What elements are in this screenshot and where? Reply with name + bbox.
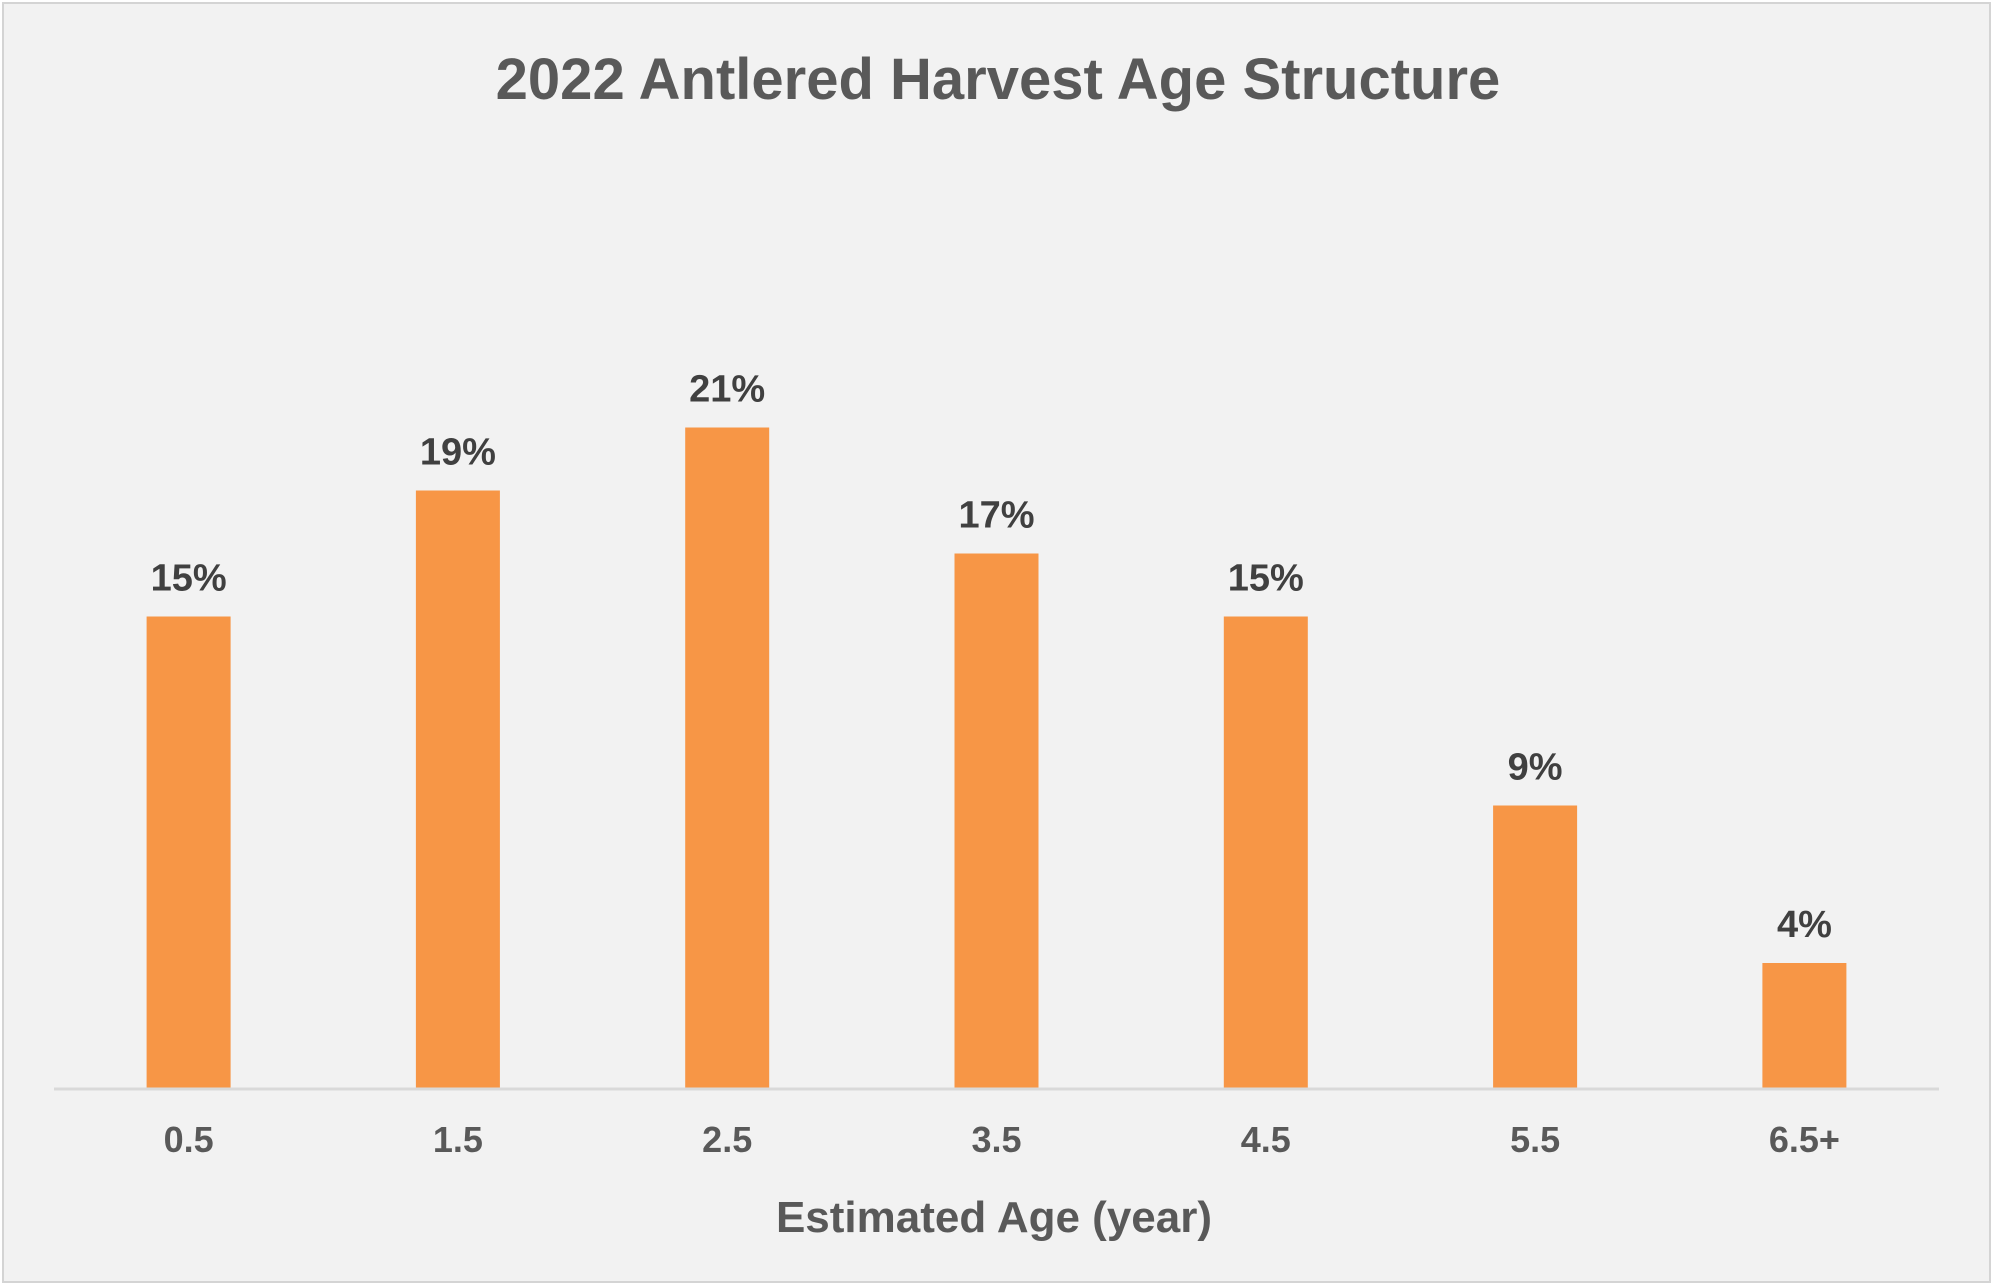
bar-2.5 xyxy=(685,427,770,1089)
data-labels-group: 15% 19% 21% 17% 15% 9% 4% xyxy=(151,369,1832,947)
bar-1.5 xyxy=(415,490,500,1089)
x-tick-labels-group: 0.5 1.5 2.5 3.5 4.5 5.5 6.5+ xyxy=(164,1119,1840,1160)
bar-4.5 xyxy=(1223,616,1308,1089)
data-label-1.5: 19% xyxy=(420,432,496,474)
bar-3.5 xyxy=(954,553,1039,1089)
x-tick-label-0.5: 0.5 xyxy=(164,1119,214,1160)
bar-5.5 xyxy=(1493,805,1578,1089)
chart-title: 2022 Antlered Harvest Age Structure xyxy=(496,47,1501,112)
x-tick-label-4.5: 4.5 xyxy=(1241,1119,1291,1160)
data-label-3.5: 17% xyxy=(958,495,1034,537)
bar-6.5+ xyxy=(1762,963,1847,1089)
x-tick-label-6.5+: 6.5+ xyxy=(1769,1119,1840,1160)
data-label-5.5: 9% xyxy=(1508,747,1563,789)
data-label-4.5: 15% xyxy=(1228,558,1304,600)
data-label-2.5: 21% xyxy=(689,369,765,411)
x-tick-label-1.5: 1.5 xyxy=(433,1119,483,1160)
x-tick-label-3.5: 3.5 xyxy=(971,1119,1021,1160)
x-tick-label-5.5: 5.5 xyxy=(1510,1119,1560,1160)
x-tick-label-2.5: 2.5 xyxy=(702,1119,752,1160)
bar-0.5 xyxy=(146,616,231,1089)
bar-chart: 2022 Antlered Harvest Age Structure 15%1… xyxy=(54,47,1939,1242)
bars-group xyxy=(146,427,1847,1089)
data-label-0.5: 15% xyxy=(151,558,227,600)
x-axis-title: Estimated Age (year) xyxy=(776,1193,1212,1242)
data-label-6.5+: 4% xyxy=(1777,904,1832,946)
